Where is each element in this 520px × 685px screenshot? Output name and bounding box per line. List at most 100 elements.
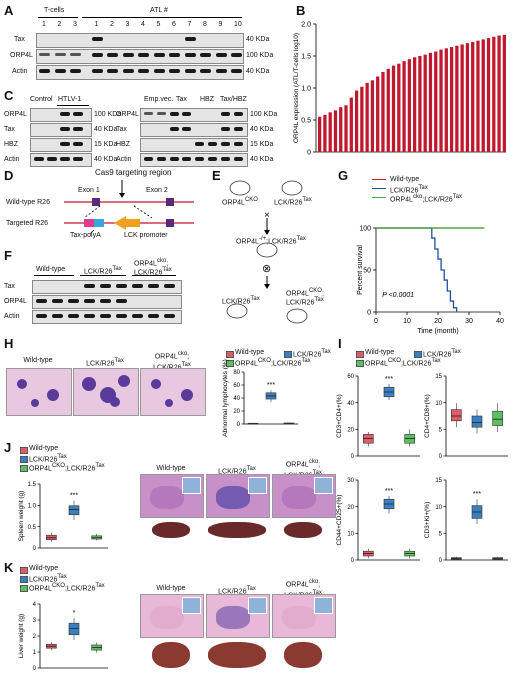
b-bar — [370, 80, 375, 152]
i1-ytick-label: 15 — [435, 374, 442, 380]
legend-swatch — [226, 360, 234, 367]
j-sig: *** — [70, 493, 78, 500]
blot-c-left-row-label: Actin — [4, 156, 20, 163]
g-legend-swatch — [372, 197, 386, 198]
k-ylabel: Liver weight (g) — [18, 614, 25, 658]
band-orp4l — [107, 53, 118, 57]
blot-a-row-orp4l: ORP4L — [10, 52, 33, 59]
e-self-cross: ⊗ — [262, 263, 272, 275]
legend-item: ORP4LCKO;LCK/R26Tax — [235, 358, 311, 368]
panel-i-label: I — [338, 336, 342, 351]
band-c-left — [60, 157, 70, 161]
legend-item: LCK/R26Tax — [423, 349, 461, 359]
blot-c-right — [140, 123, 248, 137]
c-group-taxhbz: Tax/HBZ — [220, 96, 247, 103]
i2-ytick-label: 10 — [347, 532, 354, 538]
lane-number: 1 — [94, 21, 99, 28]
b-bar — [391, 65, 396, 152]
b-bar — [481, 39, 485, 152]
blot-c-right-marker: 15 KDa — [250, 141, 274, 148]
g-series-1 — [376, 227, 458, 312]
b-bar — [439, 49, 443, 152]
blot-c-left-marker: 15 KDa — [94, 141, 118, 148]
band-c-right — [233, 142, 243, 146]
band-actin — [184, 69, 196, 73]
band-actin — [70, 69, 81, 73]
panel-b-label: B — [296, 3, 306, 18]
e-diagram — [226, 180, 308, 324]
h-img-label: LCK/R26Tax — [86, 358, 124, 368]
d-tg-exon2 — [166, 219, 174, 227]
e-arrow-2-head — [264, 284, 270, 289]
lane-number: 2 — [110, 21, 114, 28]
legend-swatch — [20, 465, 28, 472]
g-xlabel: Time (month) — [417, 328, 458, 335]
d-tax-box — [84, 219, 94, 227]
lane-number: 7 — [187, 21, 192, 28]
i1-ytick-label: 5 — [439, 428, 443, 434]
panel-g-label: G — [338, 168, 349, 183]
band-actin — [54, 69, 66, 73]
b-ylabel: ORP4L expression (ATL/T-cells log10) — [293, 33, 300, 143]
i2-ytick-label: 20 — [347, 505, 354, 511]
k-ytick-label: 1 — [33, 650, 37, 656]
lane-number: 2 — [57, 21, 62, 28]
b-bar — [449, 47, 454, 152]
h-smear-image — [140, 368, 206, 416]
blot-c-right-row-label: Tax — [116, 126, 127, 133]
band-actin — [122, 69, 134, 73]
d-taxpolya: Tax-polyA — [70, 232, 101, 239]
legend-item: Wild-type — [365, 349, 395, 356]
blot-c-right — [140, 153, 248, 167]
b-ytick-label: 2.0 — [301, 22, 311, 29]
band-c-right — [144, 157, 153, 161]
band-f — [100, 284, 111, 288]
lane-number: 4 — [141, 21, 145, 28]
band-c-right — [233, 112, 243, 116]
g-legend-swatch — [372, 188, 386, 189]
d-exon1: Exon 1 — [78, 187, 100, 194]
band-orp4l — [200, 53, 211, 57]
legend-item: LCK/R26Tax — [293, 349, 331, 359]
d-dash-1 — [83, 205, 101, 219]
b-bar — [360, 86, 364, 152]
band-f — [164, 314, 175, 318]
band-c-left — [73, 142, 83, 146]
band-c-right — [220, 157, 230, 161]
legend-item: Wild-type — [29, 445, 59, 452]
b-bar — [339, 107, 343, 152]
b-ytick-label: 0 — [307, 150, 311, 157]
tcell-group-label: T-cells — [44, 7, 65, 14]
legend-swatch — [20, 456, 28, 463]
legend-swatch — [20, 576, 28, 583]
histology-region — [282, 605, 317, 629]
band-f — [84, 299, 95, 303]
blot-c-left-row-label: ORP4L — [4, 111, 27, 118]
band-actin — [107, 69, 118, 73]
e-parent1: ORP4LCKO — [222, 197, 258, 207]
h-ytick-label: 0 — [237, 422, 241, 428]
panel-a-label: A — [4, 3, 14, 18]
k-box — [68, 622, 80, 636]
legend-item: ORP4LCKO;LCK/R26Tax — [29, 583, 105, 593]
band-f — [148, 284, 159, 288]
g-ytick-label: 0 — [367, 310, 371, 317]
i0-ytick-label: 40 — [347, 401, 354, 407]
i3-ytick-label: 0 — [439, 558, 443, 564]
i1-ytick-label: 10 — [435, 401, 442, 407]
histology-inset — [181, 597, 201, 615]
panel-h-label: H — [4, 336, 14, 351]
e-mouse-1 — [229, 180, 251, 196]
band-c-right — [208, 142, 217, 146]
blot-a-row-tax: Tax — [14, 36, 25, 43]
h-cell — [47, 389, 59, 401]
i1-ylabel: CD4+CD8+(%) — [424, 394, 431, 438]
band-c-right — [220, 142, 230, 146]
band-c-right — [233, 127, 243, 131]
i2-ylabel: CD44+CD25+(%) — [336, 495, 343, 546]
j-ytick-label: 1.0 — [28, 504, 37, 510]
h-cell — [17, 379, 27, 389]
band-c-right — [169, 157, 179, 161]
f-group-orp4l: ORP4Lcko; LCK/R26Tax — [134, 258, 172, 277]
band-c-right — [195, 157, 205, 161]
